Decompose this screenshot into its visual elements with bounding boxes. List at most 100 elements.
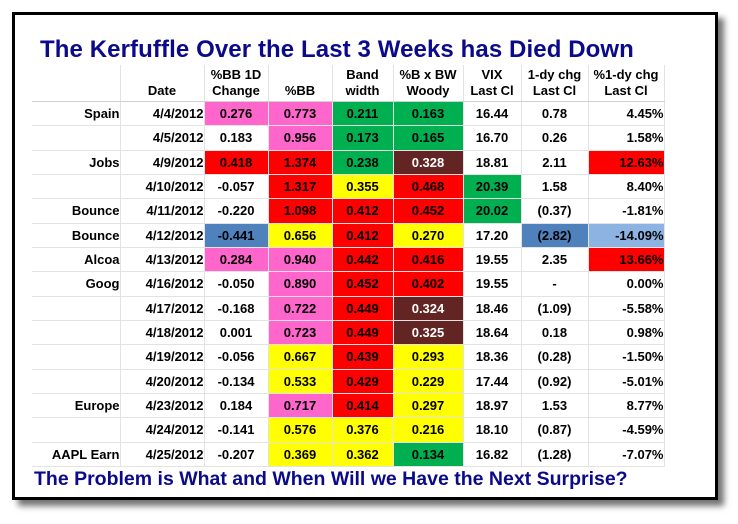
one-day-change-cell: 0.78	[521, 101, 589, 127]
one-day-change-cell: 2.11	[521, 150, 589, 175]
row-label	[32, 296, 121, 321]
bb-cell: 1.374	[268, 150, 333, 175]
woody-cell: 0.293	[393, 344, 464, 370]
table-row: 4/18/2012 0.001 0.723 0.449 0.325 18.64 0.18 0.…	[32, 320, 665, 346]
table-row: AAPL Earn 4/25/2012 -0.207 0.369 0.362 0.134 1…	[32, 442, 665, 467]
woody-cell: 0.468	[393, 174, 464, 200]
woody-cell: 0.452	[393, 198, 464, 224]
pct-one-day-change-cell: -14.09%	[588, 223, 665, 248]
band-width-cell: 0.439	[332, 344, 394, 370]
bb1d-change-cell: -0.168	[204, 296, 269, 321]
bb1d-change-cell: 0.184	[204, 393, 269, 419]
woody-cell: 0.216	[393, 417, 464, 443]
vix-cell: 16.70	[463, 125, 522, 151]
one-day-change-cell: (0.87)	[521, 417, 589, 443]
vix-cell: 16.82	[463, 442, 522, 467]
vix-cell: 18.81	[463, 150, 522, 175]
header-bb: %BB	[268, 65, 333, 102]
band-width-cell: 0.449	[332, 320, 394, 346]
woody-cell: 0.270	[393, 223, 464, 248]
row-label	[32, 344, 121, 370]
bb1d-change-cell: 0.418	[204, 150, 269, 175]
woody-cell: 0.328	[393, 150, 464, 175]
one-day-change-cell: 0.26	[521, 125, 589, 151]
band-width-cell: 0.355	[332, 174, 394, 200]
band-width-cell: 0.173	[332, 125, 394, 151]
row-label: Bounce	[32, 223, 121, 248]
bb1d-change-cell: -0.220	[204, 198, 269, 224]
table-row: 4/19/2012 -0.056 0.667 0.439 0.293 18.36 (0.28…	[32, 344, 665, 370]
band-width-cell: 0.452	[332, 271, 394, 297]
pct-one-day-change-cell: 0.98%	[588, 320, 665, 346]
date-cell: 4/13/2012	[120, 247, 205, 273]
woody-cell: 0.165	[393, 125, 464, 151]
bb-cell: 1.317	[268, 174, 333, 200]
band-width-cell: 0.429	[332, 369, 394, 394]
table-row: 4/5/2012 0.183 0.956 0.173 0.165 16.70 0.26 1.5…	[32, 125, 665, 151]
table-row: 4/20/2012 -0.134 0.533 0.429 0.229 17.44 (0.92…	[32, 369, 665, 394]
header-band-width: Band width	[332, 65, 394, 102]
band-width-cell: 0.211	[332, 101, 394, 127]
pct-one-day-change-cell: 4.45%	[588, 101, 665, 127]
header-date: Date	[120, 65, 205, 102]
header-bb1d-change: %BB 1D Change	[204, 65, 269, 102]
bb1d-change-cell: 0.276	[204, 101, 269, 127]
band-width-cell: 0.362	[332, 442, 394, 467]
date-cell: 4/18/2012	[120, 320, 205, 346]
woody-cell: 0.163	[393, 101, 464, 127]
woody-cell: 0.297	[393, 393, 464, 419]
vix-cell: 16.44	[463, 101, 522, 127]
bb1d-change-cell: 0.284	[204, 247, 269, 273]
one-day-change-cell: 0.18	[521, 320, 589, 346]
header-pct-1dy-chg: %1-dy chg Last Cl	[588, 65, 665, 102]
date-cell: 4/10/2012	[120, 174, 205, 200]
page-subtitle: The Problem is What and When Will we Hav…	[34, 468, 628, 490]
vix-cell: 17.20	[463, 223, 522, 248]
one-day-change-cell: -	[521, 271, 589, 297]
table-row: Bounce 4/11/2012 -0.220 1.098 0.412 0.452 20.0…	[32, 198, 665, 224]
pct-one-day-change-cell: 1.58%	[588, 125, 665, 151]
table-row: 4/10/2012 -0.057 1.317 0.355 0.468 20.39 1.58 8…	[32, 174, 665, 200]
row-label: Europe	[32, 393, 121, 419]
date-cell: 4/4/2012	[120, 101, 205, 127]
header-row: Date %BB 1D Change %BB Band width %B x BW W…	[32, 65, 665, 102]
pct-one-day-change-cell: -5.58%	[588, 296, 665, 321]
bb-cell: 0.723	[268, 320, 333, 346]
table-row: 4/24/2012 -0.141 0.576 0.376 0.216 18.10 (0.87…	[32, 417, 665, 443]
table-row: Goog 4/16/2012 -0.050 0.890 0.452 0.402 19.55-…	[32, 271, 665, 297]
row-label	[32, 125, 121, 151]
bb-cell: 0.940	[268, 247, 333, 273]
one-day-change-cell: (0.28)	[521, 344, 589, 370]
bb-cell: 0.533	[268, 369, 333, 394]
vix-cell: 18.64	[463, 320, 522, 346]
bb1d-change-cell: -0.207	[204, 442, 269, 467]
row-label: Spain	[32, 101, 121, 127]
bb-cell: 0.576	[268, 417, 333, 443]
bb-cell: 1.098	[268, 198, 333, 224]
date-cell: 4/5/2012	[120, 125, 205, 151]
header-woody: %B x BW Woody	[393, 65, 464, 102]
band-width-cell: 0.412	[332, 198, 394, 224]
bb1d-change-cell: 0.001	[204, 320, 269, 346]
header-label	[32, 65, 121, 102]
woody-cell: 0.416	[393, 247, 464, 273]
one-day-change-cell: 1.58	[521, 174, 589, 200]
row-label	[32, 320, 121, 346]
vix-cell: 18.46	[463, 296, 522, 321]
pct-one-day-change-cell: 12.63%	[588, 150, 665, 175]
pct-one-day-change-cell: -4.59%	[588, 417, 665, 443]
vix-cell: 17.44	[463, 369, 522, 394]
table-row: Europe 4/23/2012 0.184 0.717 0.414 0.297 18.97…	[32, 393, 665, 419]
pct-one-day-change-cell: 8.40%	[588, 174, 665, 200]
pct-one-day-change-cell: 0.00%	[588, 271, 665, 297]
table-row: Spain 4/4/2012 0.276 0.773 0.211 0.163 16.44 0.…	[32, 101, 665, 127]
one-day-change-cell: (0.92)	[521, 369, 589, 394]
vix-cell: 20.02	[463, 198, 522, 224]
vix-cell: 18.36	[463, 344, 522, 370]
table-row: Jobs 4/9/2012 0.418 1.374 0.238 0.328 18.81 2.1…	[32, 150, 665, 175]
pct-one-day-change-cell: 13.66%	[588, 247, 665, 273]
band-width-cell: 0.376	[332, 417, 394, 443]
bb1d-change-cell: -0.134	[204, 369, 269, 394]
band-width-cell: 0.412	[332, 223, 394, 248]
row-label: Jobs	[32, 150, 121, 175]
